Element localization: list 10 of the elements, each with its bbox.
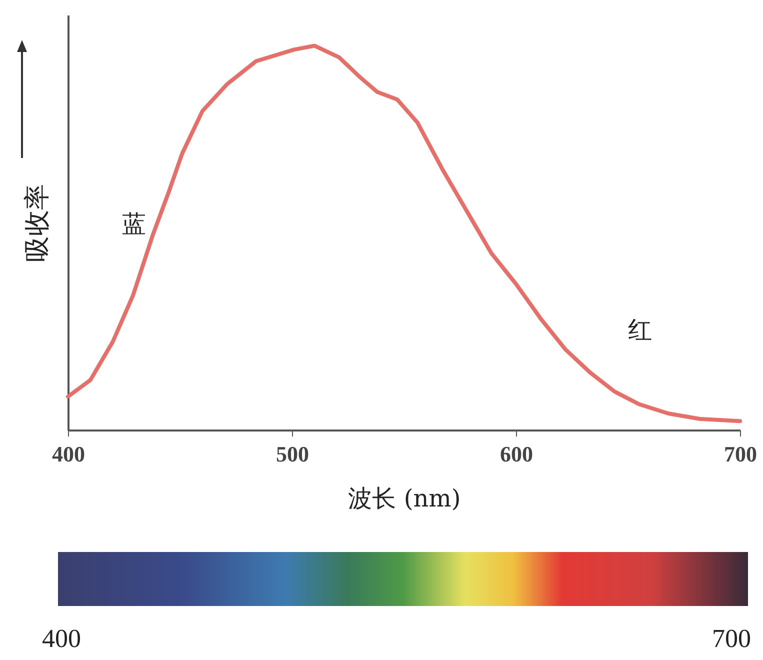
annotation: 蓝 [122,210,146,238]
x-tick-label: 400 [52,442,85,466]
x-tick-label: 500 [276,442,309,466]
text: 700 [712,624,751,654]
y-axis-title: 吸收率 [22,184,52,262]
x-tick-label: 700 [724,442,757,466]
x-tick-label: 600 [500,442,533,466]
x-axis-title: 波长 (nm) [348,484,461,512]
annotation: 红 [628,316,652,344]
text: 400 [42,624,81,654]
